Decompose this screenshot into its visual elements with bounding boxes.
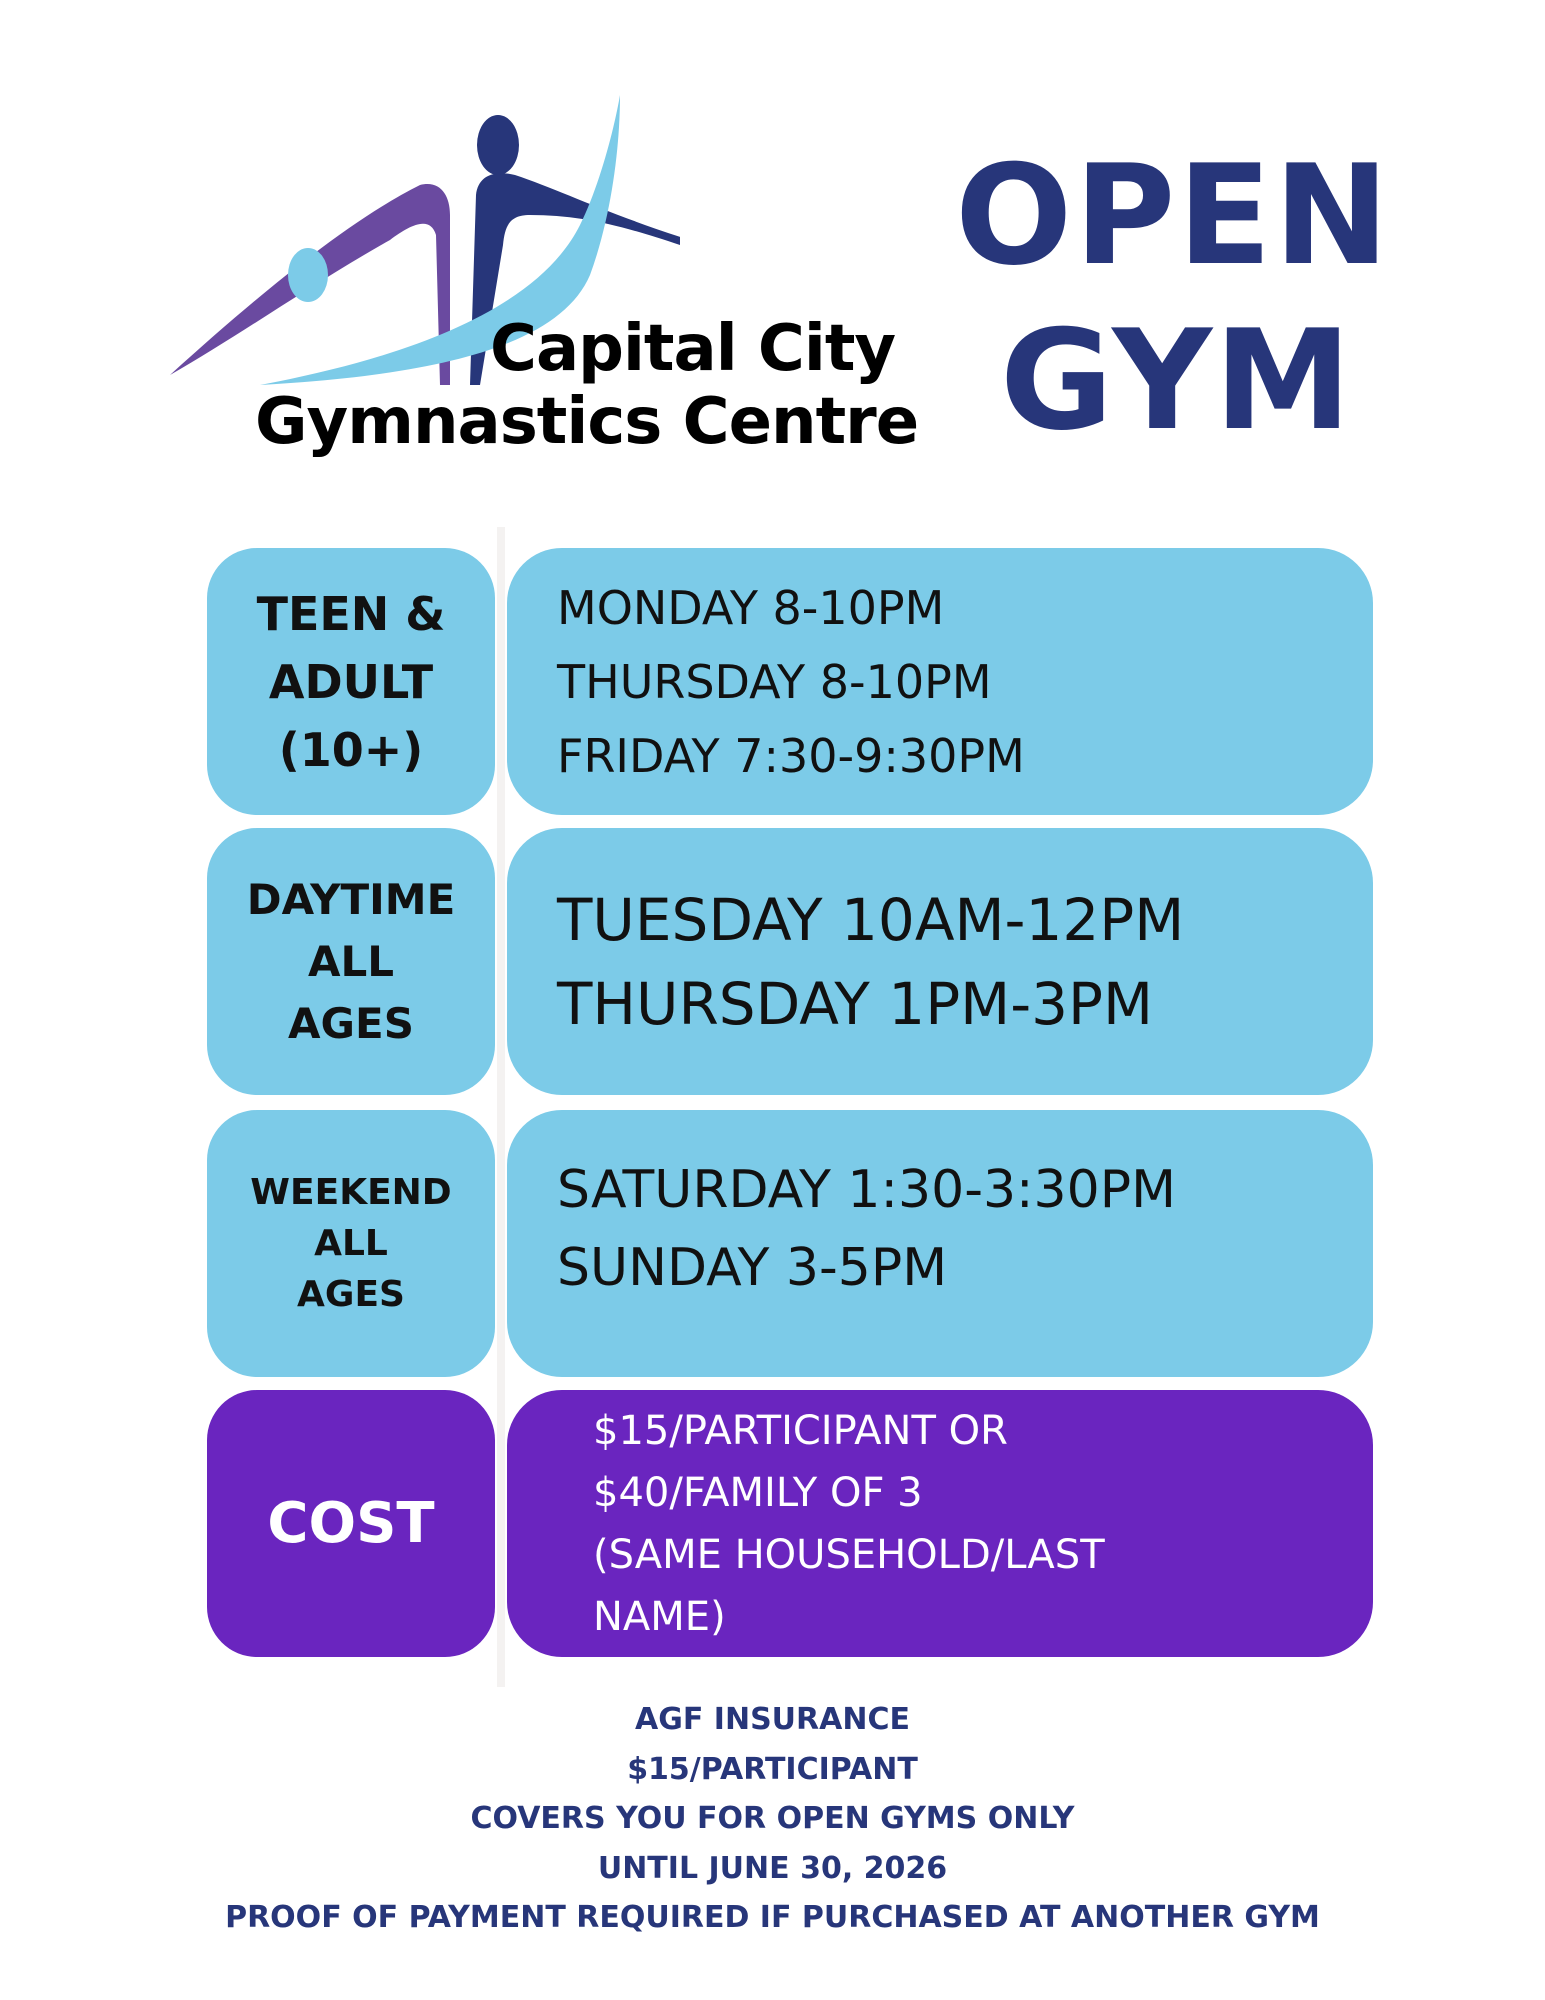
cost-details: $15/PARTICIPANT OR $40/FAMILY OF 3 (SAME… xyxy=(507,1390,1373,1657)
label-cost: COST xyxy=(207,1390,495,1657)
column-divider xyxy=(497,527,505,1687)
time-slot: TUESDAY 10AM-12PM xyxy=(557,885,1185,954)
label-line: AGES xyxy=(288,998,414,1048)
footer-line: PROOF OF PAYMENT REQUIRED IF PURCHASED A… xyxy=(225,1900,1320,1935)
label-daytime: DAYTIME ALL AGES xyxy=(207,828,495,1095)
times-teen-adult: MONDAY 8-10PM THURSDAY 8-10PM FRIDAY 7:3… xyxy=(507,548,1373,815)
footer-line: AGF INSURANCE xyxy=(635,1702,910,1737)
logo-text-line2: Gymnastics Centre xyxy=(255,385,919,459)
title-open: OPEN xyxy=(955,135,1392,296)
insurance-note: AGF INSURANCE $15/PARTICIPANT COVERS YOU… xyxy=(0,1695,1545,1943)
label-line: AGES xyxy=(297,1274,405,1315)
label-line: WEEKEND xyxy=(250,1172,452,1213)
time-slot: THURSDAY 1PM-3PM xyxy=(557,969,1154,1038)
label-line: ALL xyxy=(307,936,395,986)
time-slot: MONDAY 8-10PM xyxy=(557,580,945,635)
label-line: DAYTIME xyxy=(246,874,456,924)
time-slot: THURSDAY 8-10PM xyxy=(557,654,992,709)
footer-line: UNTIL JUNE 30, 2026 xyxy=(597,1850,948,1886)
time-slot: SUNDAY 3-5PM xyxy=(557,1237,948,1298)
label-line: (10+) xyxy=(278,722,424,777)
label-line: TEEN & xyxy=(256,586,446,641)
label-weekend: WEEKEND ALL AGES xyxy=(207,1110,495,1377)
cost-line: $40/FAMILY OF 3 xyxy=(593,1469,923,1516)
label-teen-adult: TEEN & ADULT (10+) xyxy=(207,548,495,815)
gymnast-logo-icon xyxy=(170,95,680,385)
logo-text-line1: Capital City xyxy=(490,312,896,386)
cost-line: NAME) xyxy=(593,1593,726,1640)
label-line: COST xyxy=(267,1491,435,1556)
time-slot: FRIDAY 7:30-9:30PM xyxy=(557,728,1025,783)
times-weekend: SATURDAY 1:30-3:30PM SUNDAY 3-5PM xyxy=(507,1110,1373,1377)
times-daytime: TUESDAY 10AM-12PM THURSDAY 1PM-3PM xyxy=(507,828,1373,1095)
cost-line: (SAME HOUSEHOLD/LAST xyxy=(593,1531,1105,1578)
title-gym: GYM xyxy=(1000,300,1354,461)
label-line: ADULT xyxy=(268,654,434,709)
cost-line: $15/PARTICIPANT OR xyxy=(593,1407,1008,1454)
time-slot: SATURDAY 1:30-3:30PM xyxy=(557,1159,1176,1220)
footer-line: COVERS YOU FOR OPEN GYMS ONLY xyxy=(470,1801,1075,1836)
footer-line: $15/PARTICIPANT xyxy=(627,1751,918,1787)
label-line: ALL xyxy=(314,1223,388,1264)
